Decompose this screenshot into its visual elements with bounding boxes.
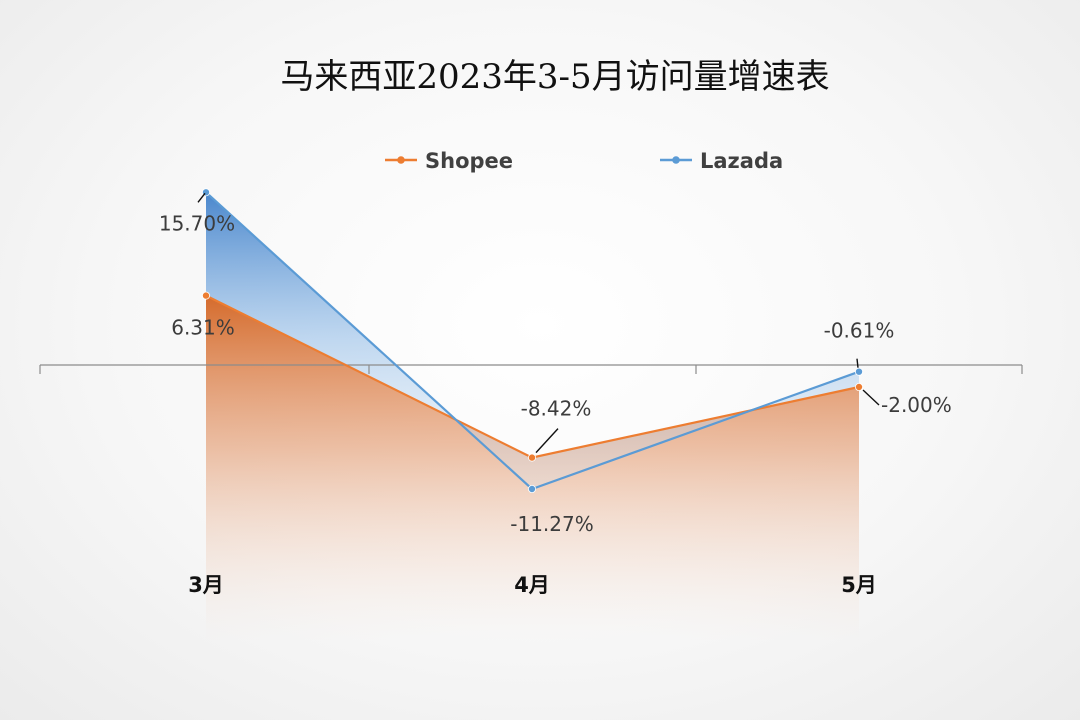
point-lazada-2 xyxy=(855,367,864,376)
leader-line xyxy=(862,389,880,406)
point-shopee-2 xyxy=(855,382,864,391)
chart-legend: Shopee Lazada xyxy=(385,149,783,173)
data-label-shopee: -2.00% xyxy=(881,393,952,417)
series-lines xyxy=(201,188,864,493)
leader-line xyxy=(535,428,559,454)
x-axis xyxy=(39,364,1023,374)
legend-label-shopee: Shopee xyxy=(425,149,513,173)
data-label-shopee: -8.42% xyxy=(521,397,592,421)
legend-label-lazada: Lazada xyxy=(700,149,783,173)
legend-item-lazada: Lazada xyxy=(660,149,783,173)
data-label-lazada: 15.70% xyxy=(159,211,235,235)
legend-marker-shopee xyxy=(397,156,405,164)
legend-item-shopee: Shopee xyxy=(385,149,513,173)
series-areas xyxy=(206,192,859,640)
legend-marker-lazada xyxy=(672,156,680,164)
area-lazada xyxy=(206,192,859,490)
data-label-lazada: -11.27% xyxy=(510,512,593,536)
leader-line xyxy=(856,358,859,368)
chart-title: 马来西亚2023年3-5月访问量增速表 xyxy=(280,57,829,97)
category-label: 5月 xyxy=(841,573,877,597)
data-labels: 6.31% -8.42% -2.00% 15.70% -11.27% -0.61% xyxy=(159,192,952,536)
point-shopee-1 xyxy=(528,453,537,462)
data-label-shopee: 6.31% xyxy=(171,316,235,340)
leader-line xyxy=(197,192,206,203)
category-label: 4月 xyxy=(514,573,550,597)
point-shopee-0 xyxy=(201,291,210,300)
point-lazada-1 xyxy=(528,484,537,493)
category-label: 3月 xyxy=(188,573,224,597)
data-label-lazada: -0.61% xyxy=(824,319,895,343)
category-labels: 3月 4月 5月 xyxy=(188,573,877,597)
